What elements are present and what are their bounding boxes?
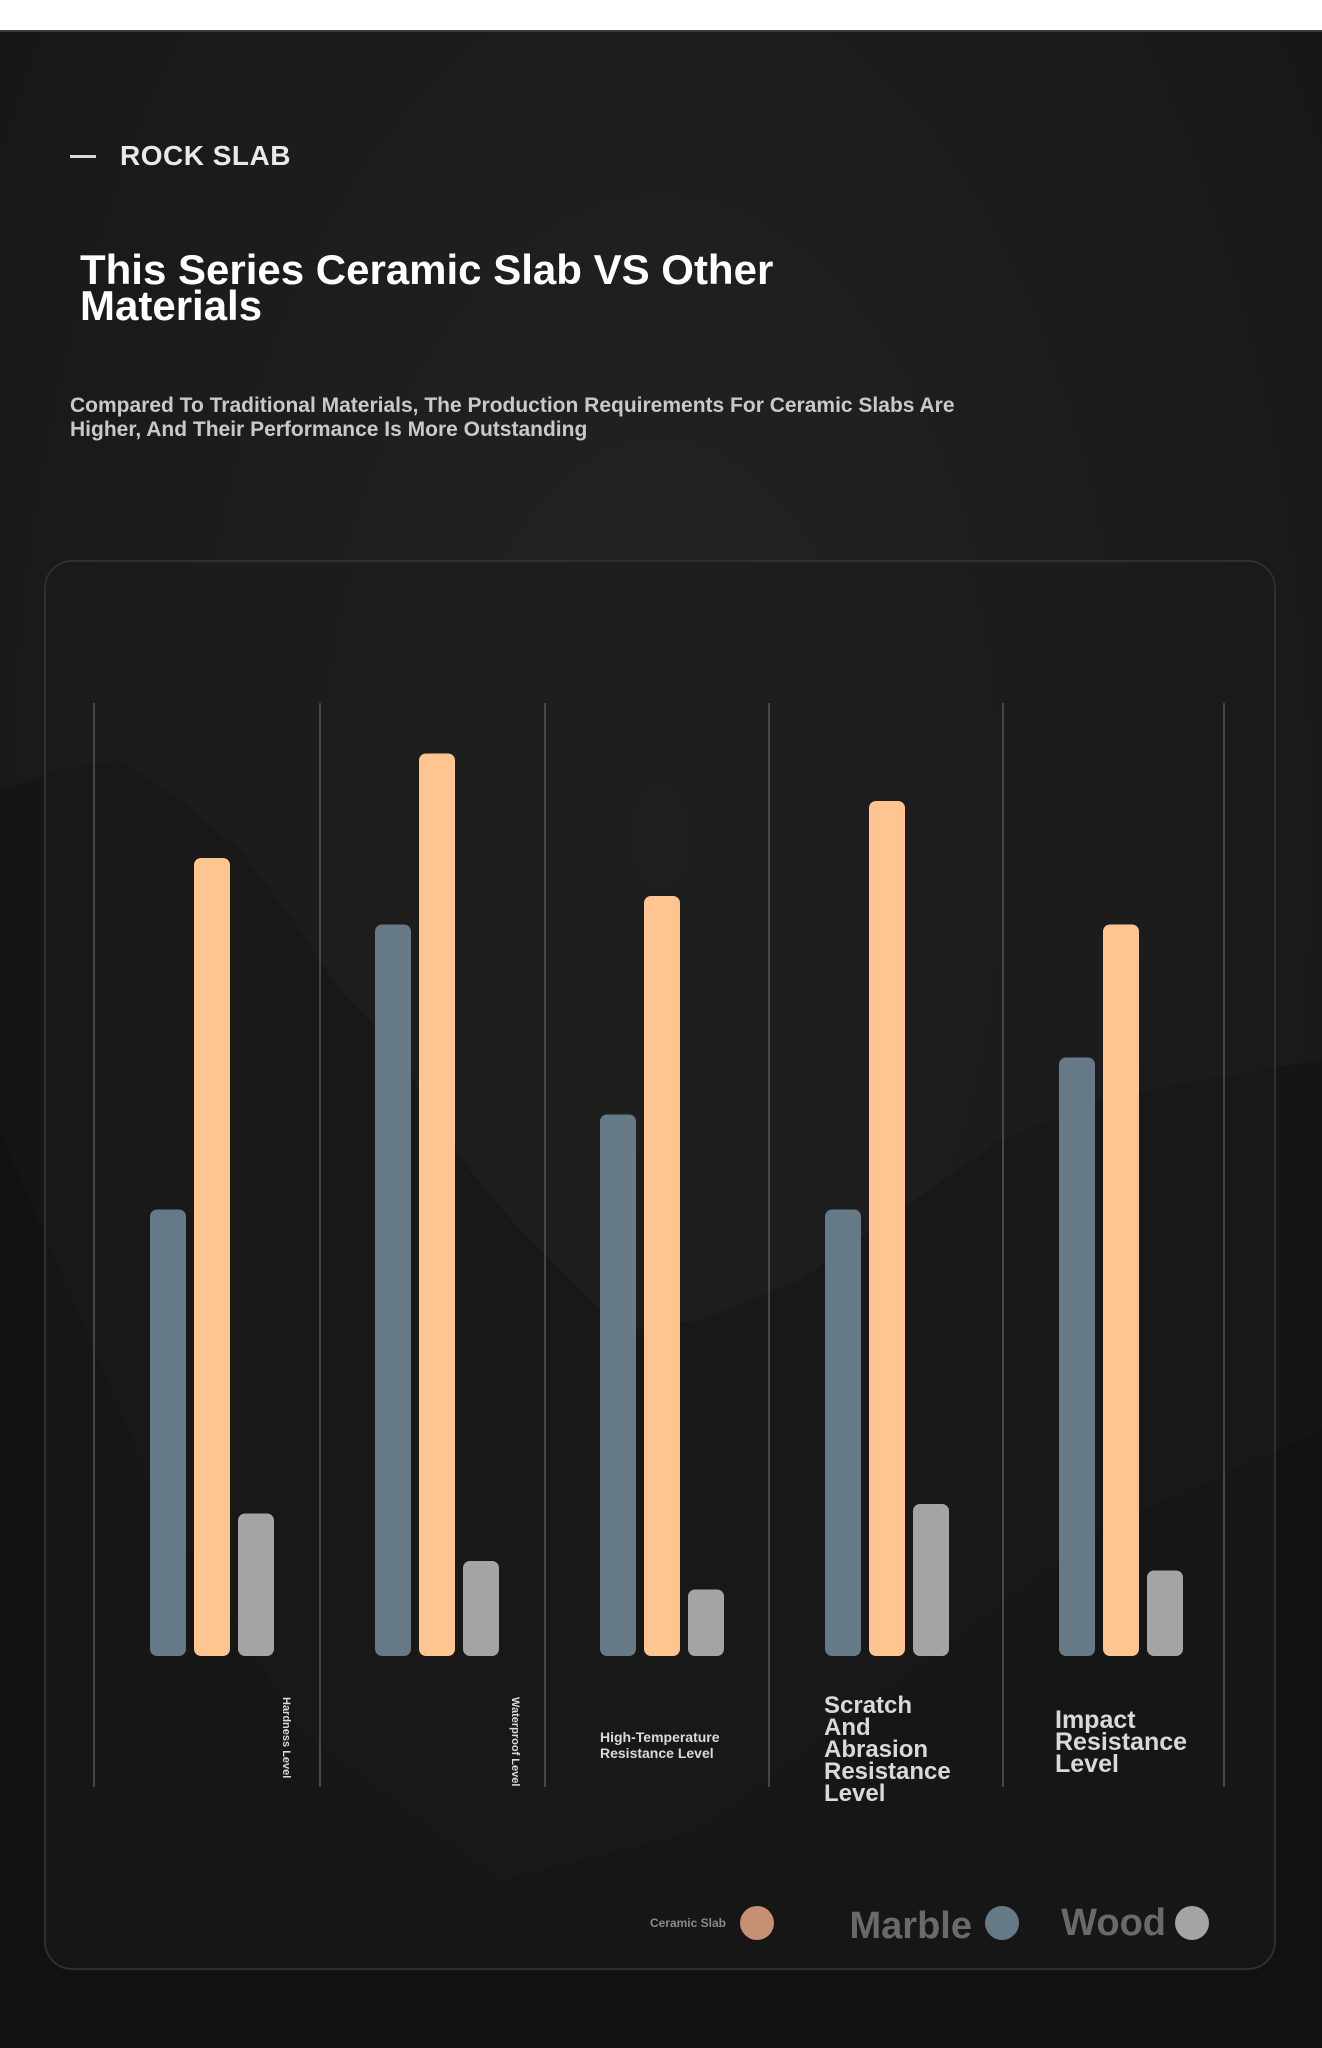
subtitle-line-2: Higher, And Their Performance Is More Ou… (70, 418, 588, 441)
title-line-2: Materials (80, 282, 263, 329)
brand: ROCK SLAB (70, 140, 291, 172)
brand-name: ROCK SLAB (120, 140, 291, 171)
chart-panel (44, 560, 1276, 1970)
page-subtitle: Compared To Traditional Materials, The P… (70, 394, 1020, 442)
page-title: This Series Ceramic Slab VS Other Materi… (80, 249, 860, 327)
subtitle-line-1: Compared To Traditional Materials, The P… (70, 394, 955, 417)
brand-dash (70, 154, 96, 158)
title-line-1: This Series Ceramic Slab VS Other (80, 246, 774, 293)
top-divider (0, 30, 1322, 32)
